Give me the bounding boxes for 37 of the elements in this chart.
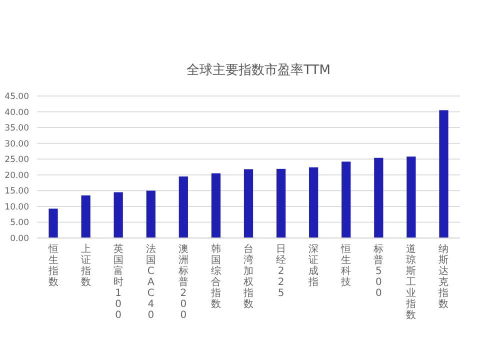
x-tick-label: 台湾加权指数 — [242, 243, 254, 310]
bar — [211, 173, 221, 238]
y-tick-label: 10.00 — [4, 202, 29, 212]
x-tick-label: 澳洲标普200 — [177, 243, 188, 321]
bar — [276, 168, 286, 238]
x-tick-label: 恒生指数 — [47, 243, 58, 288]
chart-title: 全球主要指数市盈率TTM — [186, 62, 330, 78]
x-tick-label: 纳斯达克指数 — [438, 243, 449, 310]
y-tick-label: 25.00 — [4, 155, 29, 166]
bar — [146, 190, 156, 238]
y-tick-label: 35.00 — [4, 124, 29, 134]
x-tick-label: 标普500 — [372, 243, 384, 299]
bar — [309, 167, 318, 238]
y-tick-label: 15.00 — [4, 186, 29, 197]
bar — [114, 192, 123, 238]
y-tick-label: 40.00 — [4, 108, 29, 118]
bar — [439, 110, 448, 238]
x-tick-label: 韩国综合指数 — [210, 243, 221, 310]
bar — [342, 162, 351, 238]
x-tick-label: 深证成指 — [308, 243, 319, 288]
y-tick-label: 30.00 — [4, 139, 29, 150]
bar — [244, 169, 254, 238]
y-tick-label: 20.00 — [4, 170, 29, 181]
x-tick-label: 道琼斯工业指数 — [405, 243, 416, 321]
bar — [81, 195, 90, 238]
x-tick-label: 恒生科技 — [340, 243, 352, 288]
y-tick-label: 5.00 — [10, 218, 29, 228]
y-tick-label: 0.00 — [10, 234, 29, 244]
x-tick-label: 法国CAC40 — [146, 243, 156, 321]
y-tick-label: 45.00 — [4, 92, 29, 102]
x-tick-label: 英国富时100 — [113, 243, 124, 321]
x-tick-label: 上证指数 — [80, 243, 91, 288]
x-tick-label: 日经225 — [276, 244, 286, 299]
bar — [406, 156, 416, 238]
bar — [48, 208, 58, 238]
bar — [374, 158, 384, 238]
bar — [178, 176, 188, 238]
